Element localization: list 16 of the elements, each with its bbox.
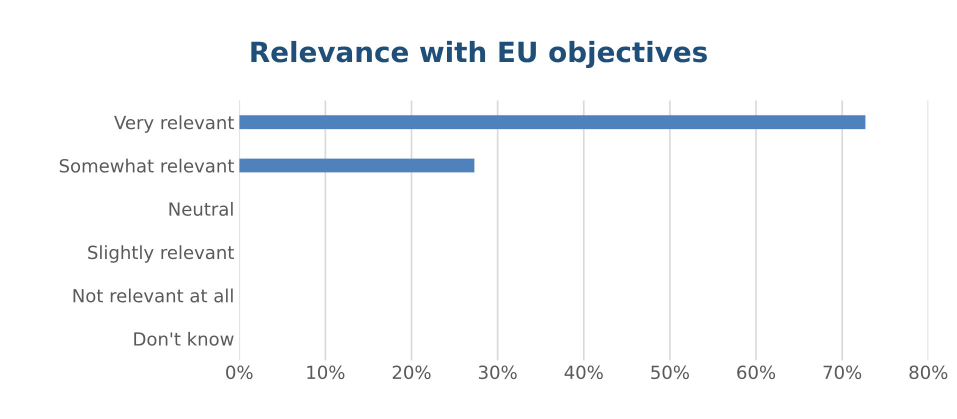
x-tick-label: 80% <box>909 366 948 380</box>
x-tick-label: 30% <box>478 366 517 380</box>
x-tick-label: 0% <box>226 366 253 380</box>
x-tick-label: 40% <box>564 366 603 380</box>
y-tick-label: Don't know <box>134 332 234 346</box>
x-tick-label: 50% <box>651 366 689 380</box>
y-tick-label: Somewhat relevant <box>60 158 234 173</box>
x-tick-label: 20% <box>392 366 431 380</box>
x-tick-label: 60% <box>737 366 776 380</box>
y-tick-label: Very relevant <box>114 115 234 133</box>
y-tick-label: Slightly relevant <box>88 245 234 263</box>
chart-title: Relevance with EU objectives <box>251 40 707 68</box>
x-tick-label: 10% <box>307 366 344 380</box>
y-tick-label: Not relevant at all <box>74 288 233 303</box>
y-tick-label: Neutral <box>170 202 233 216</box>
x-tick-label: 70% <box>824 366 862 380</box>
